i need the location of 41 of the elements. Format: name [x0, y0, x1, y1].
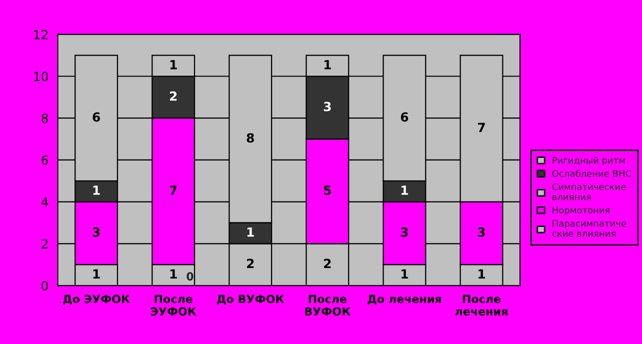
x-tick-label: До ВУФОК — [217, 294, 284, 305]
data-label: 1 — [93, 269, 100, 279]
y-tick-label: 10 — [34, 72, 48, 82]
y-tick-label: 0 — [42, 280, 48, 290]
data-label: 7 — [478, 122, 485, 132]
data-label: 3 — [324, 102, 331, 112]
x-tick-label: После лечения — [455, 294, 508, 316]
x-tick-label: До лечения — [368, 294, 441, 305]
data-label: 1 — [170, 269, 177, 279]
annotation: 0 — [186, 272, 194, 281]
data-label: 2 — [170, 91, 177, 101]
legend-label: Парасимпатиче ские влияния — [552, 220, 626, 237]
x-tick-label: После ВУФОК — [305, 294, 351, 316]
legend-label: Нормотония — [552, 206, 610, 216]
data-label: 1 — [478, 269, 485, 279]
data-label: 5 — [324, 186, 331, 195]
y-tick-label: 8 — [42, 114, 48, 124]
x-tick-label: После ЭУФОК — [150, 294, 196, 316]
legend-label: Ослабление ВНС — [552, 170, 632, 177]
data-label: 6 — [400, 112, 408, 122]
data-label: 6 — [92, 112, 100, 122]
x-tick-label: До ЭУФОК — [63, 294, 130, 305]
data-label: 3 — [478, 227, 485, 237]
y-tick-label: 6 — [42, 155, 48, 165]
data-label: 1 — [247, 228, 254, 237]
data-label: 3 — [92, 227, 100, 237]
data-label: 2 — [247, 258, 254, 268]
y-tick-label: 4 — [41, 197, 48, 207]
data-label: 1 — [170, 60, 177, 70]
data-label: 3 — [400, 227, 408, 237]
legend-label: Ригидный ритм — [552, 156, 625, 166]
data-label: 1 — [402, 186, 408, 195]
data-label: 8 — [246, 133, 254, 143]
data-label: 1 — [93, 186, 100, 195]
data-label: 1 — [402, 269, 408, 279]
legend-label: Симпатические влияния — [552, 183, 626, 200]
data-label: 1 — [324, 60, 331, 70]
data-label: 7 — [170, 186, 177, 195]
y-tick-label: 12 — [34, 30, 48, 40]
data-label: 2 — [324, 258, 331, 268]
y-tick-label: 2 — [42, 239, 48, 248]
